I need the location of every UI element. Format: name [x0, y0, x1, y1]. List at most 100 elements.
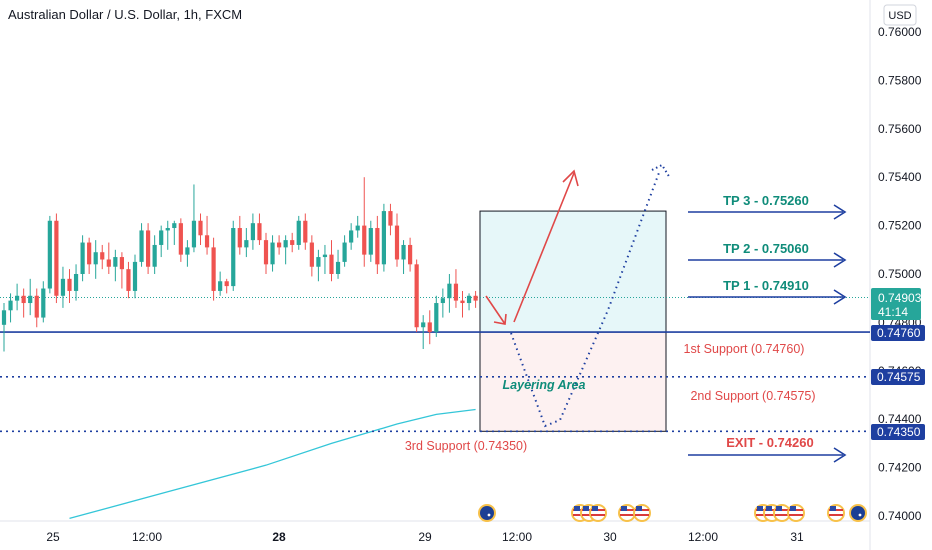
- candle-body[interactable]: [375, 228, 380, 265]
- rally-arrow: [513, 172, 575, 323]
- au-event-icon[interactable]: [478, 504, 496, 522]
- candle-body[interactable]: [28, 295, 33, 304]
- candle-body[interactable]: [106, 259, 111, 267]
- x-tick-label: 31: [790, 530, 804, 544]
- currency-button-frame[interactable]: [883, 4, 917, 26]
- candle-body[interactable]: [47, 220, 52, 289]
- candle-body[interactable]: [73, 274, 79, 291]
- candle-body[interactable]: [355, 225, 360, 231]
- candle-body[interactable]: [250, 223, 255, 241]
- stop-zone[interactable]: [479, 331, 667, 432]
- candlestick-series[interactable]: [1, 177, 478, 352]
- us-event-icon[interactable]: [589, 504, 607, 522]
- candle-body[interactable]: [421, 322, 426, 328]
- candle-body[interactable]: [146, 230, 151, 267]
- candle-body[interactable]: [277, 242, 282, 248]
- candle-body[interactable]: [440, 298, 445, 304]
- us-event-icon-canton: [766, 506, 772, 511]
- candle-body[interactable]: [165, 228, 170, 231]
- candle-body[interactable]: [87, 242, 92, 265]
- currency-button[interactable]: USD: [883, 4, 917, 26]
- us-event-icon-canton: [790, 506, 796, 511]
- candle-body[interactable]: [408, 244, 413, 265]
- candle-body[interactable]: [21, 295, 26, 304]
- candle-body[interactable]: [466, 295, 472, 304]
- us-event-icon[interactable]: [618, 504, 636, 522]
- candle-body[interactable]: [427, 322, 432, 333]
- candle-body[interactable]: [15, 295, 20, 301]
- au-event-icon[interactable]: [849, 504, 867, 522]
- candle-body[interactable]: [460, 300, 465, 304]
- candle-body[interactable]: [257, 223, 262, 241]
- candle-body[interactable]: [290, 240, 295, 245]
- us-event-icon[interactable]: [773, 504, 791, 522]
- currency-button-label[interactable]: USD: [888, 10, 911, 22]
- candle-body[interactable]: [349, 230, 354, 243]
- candle-body[interactable]: [362, 225, 367, 255]
- candle-body[interactable]: [447, 283, 452, 299]
- y-tick-label: 0.75400: [878, 170, 922, 184]
- take-profit-zone[interactable]: [479, 210, 667, 333]
- candle-body[interactable]: [178, 223, 183, 255]
- candle-body[interactable]: [401, 244, 406, 260]
- candle-body[interactable]: [394, 225, 400, 260]
- candle-body[interactable]: [132, 261, 138, 291]
- candle-body[interactable]: [303, 220, 308, 243]
- candle-body[interactable]: [172, 223, 177, 229]
- us-event-icon[interactable]: [633, 504, 651, 522]
- candle-body[interactable]: [113, 257, 118, 267]
- candle-body[interactable]: [381, 211, 386, 265]
- candle-body[interactable]: [191, 220, 197, 248]
- candle-body[interactable]: [388, 211, 393, 226]
- candle-body[interactable]: [224, 281, 229, 287]
- candle-body[interactable]: [329, 254, 334, 274]
- candle-body[interactable]: [8, 300, 13, 311]
- candle-body[interactable]: [67, 278, 72, 291]
- candle-body[interactable]: [1, 310, 7, 325]
- economic-events[interactable]: [478, 504, 867, 522]
- candle-body[interactable]: [126, 269, 131, 291]
- candle-body[interactable]: [283, 240, 288, 248]
- candle-body[interactable]: [453, 283, 459, 301]
- candle-body[interactable]: [473, 295, 478, 301]
- us-event-icon-stripe: [829, 514, 843, 516]
- y-tick-label: 0.75200: [878, 219, 922, 233]
- candle-body[interactable]: [322, 254, 328, 258]
- candle-body[interactable]: [152, 244, 157, 267]
- us-event-icon-canton: [636, 506, 642, 511]
- candle-body[interactable]: [434, 303, 439, 333]
- candle-body[interactable]: [34, 295, 39, 318]
- candle-body[interactable]: [309, 242, 314, 267]
- candle-body[interactable]: [54, 220, 59, 296]
- candle-body[interactable]: [342, 242, 347, 262]
- candle-body[interactable]: [80, 242, 85, 274]
- candle-body[interactable]: [100, 252, 105, 260]
- candle-body[interactable]: [244, 240, 249, 248]
- candle-body[interactable]: [41, 288, 46, 318]
- candle-body[interactable]: [414, 264, 419, 328]
- candle-body[interactable]: [204, 235, 210, 248]
- time-axis[interactable]: 25 12:00 28 29 12:00 30 12:00 31: [46, 530, 804, 544]
- support-2-price-tag: 0.74575: [871, 369, 925, 385]
- candle-body[interactable]: [335, 261, 341, 274]
- price-axis[interactable]: 0.76000 0.75800 0.75600 0.75400 0.75200 0.750…: [878, 25, 922, 523]
- candle-body[interactable]: [211, 247, 216, 291]
- candle-body[interactable]: [237, 228, 242, 248]
- candle-body[interactable]: [139, 230, 144, 262]
- candle-body[interactable]: [296, 220, 301, 245]
- us-event-icon[interactable]: [787, 504, 805, 522]
- candle-body[interactable]: [159, 230, 164, 245]
- candle-body[interactable]: [60, 278, 66, 296]
- candle-body[interactable]: [263, 240, 269, 265]
- candle-body[interactable]: [119, 257, 124, 270]
- candle-body[interactable]: [93, 252, 98, 265]
- candle-body[interactable]: [185, 247, 190, 255]
- candle-body[interactable]: [231, 228, 236, 287]
- candle-body[interactable]: [316, 257, 321, 267]
- candle-body[interactable]: [368, 228, 373, 255]
- us-event-icon[interactable]: [827, 504, 845, 522]
- candle-body[interactable]: [270, 242, 275, 265]
- candle-body[interactable]: [198, 220, 203, 236]
- candle-body[interactable]: [218, 281, 223, 291]
